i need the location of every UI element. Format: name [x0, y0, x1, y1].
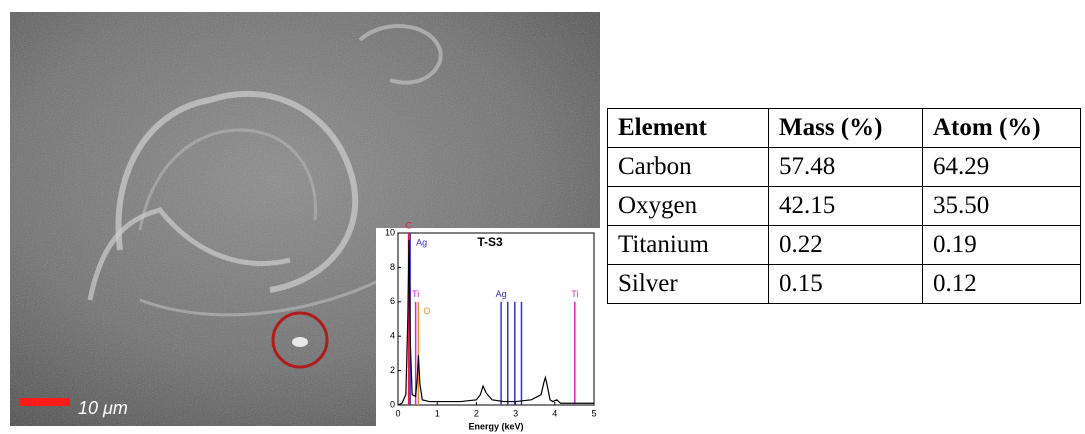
scale-bar-label: 10 μm [78, 398, 128, 418]
table-cell: Carbon [608, 148, 769, 187]
x-tick-label: 2 [474, 408, 479, 418]
y-tick-label: 0 [390, 399, 395, 409]
x-tick-label: 3 [513, 408, 518, 418]
header-cell: Element [608, 109, 769, 148]
inset-title: T-S3 [477, 235, 503, 249]
header-cell: Atom (%) [923, 109, 1081, 148]
table-cell: Oxygen [608, 187, 769, 226]
element-label: C [405, 220, 412, 230]
x-axis-label: Energy (keV) [468, 421, 523, 431]
table-cell: 0.15 [769, 265, 923, 304]
table-cell: 0.19 [923, 226, 1081, 265]
y-tick-label: 6 [390, 296, 395, 306]
x-tick-label: 4 [552, 408, 557, 418]
x-tick-label: 1 [435, 408, 440, 418]
table-cell: 57.48 [769, 148, 923, 187]
figure: 10 μm T-S3 Energy (keV) 0 2 4 6 8 10 0 1 2 3 4 5 C Ag Ti… [0, 0, 1085, 434]
element-label: O [423, 306, 430, 316]
table-cell: 64.29 [923, 148, 1081, 187]
y-tick-label: 2 [390, 365, 395, 375]
inset-chart: T-S3 Energy (keV) 0 2 4 6 8 10 0 1 2 3 4 5 C Ag Ti O Ag Ti [376, 220, 600, 434]
table-cell: Titanium [608, 226, 769, 265]
table-cell: 35.50 [923, 187, 1081, 226]
header-cell: Mass (%) [769, 109, 923, 148]
element-label: Ag [496, 289, 507, 299]
y-tick-label: 4 [390, 331, 395, 341]
table-cell: 0.22 [769, 226, 923, 265]
y-tick-label: 10 [385, 227, 395, 237]
element-label: Ag [416, 237, 427, 247]
x-tick-label: 5 [591, 408, 596, 418]
table-cell: Silver [608, 265, 769, 304]
element-label: Ti [571, 289, 578, 299]
x-tick-label: 0 [395, 408, 400, 418]
table-cell: 0.12 [923, 265, 1081, 304]
table-cell: 42.15 [769, 187, 923, 226]
element-label: Ti [412, 289, 419, 299]
y-tick-label: 8 [390, 262, 395, 272]
